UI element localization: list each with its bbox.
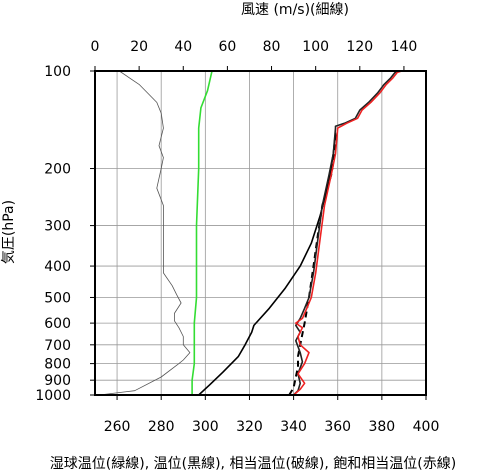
bottom-tick-label: 280 [148,419,175,435]
top-tick-label: 60 [218,39,236,55]
bottom-tick-label: 340 [280,419,307,435]
bottom-tick-label: 400 [413,419,440,435]
series-layer [99,70,407,396]
y-tick-label: 500 [44,290,71,306]
grid-layer [95,70,427,396]
top-tick-label: 120 [346,39,373,55]
series-line-3 [288,132,337,396]
y-tick-label: 600 [44,316,71,332]
y-tick-label: 400 [44,259,71,275]
y-tick-label: 700 [44,338,71,354]
top-tick-label: 20 [130,39,148,55]
plot-frame [94,70,427,396]
bottom-tick-label: 380 [368,419,395,435]
top-tick-label: 140 [391,39,418,55]
y-tick-label: 200 [44,162,71,178]
tick-layer: 260 280 300 320 340 360 380 400 0 20 40 60 80 100 120 1… [35,39,439,435]
series-line-1 [191,70,213,395]
top-tick-label: 0 [91,39,100,55]
y-tick-label: 900 [44,373,71,389]
bottom-tick-label: 360 [324,419,351,435]
y-tick-label: 300 [44,219,71,235]
bottom-axis-title: 湿球温位(緑線), 温位(黒線), 相当温位(破線), 飽和相当温位(赤線) [50,455,456,472]
top-axis-title: 風速 (m/s)(細線) [241,2,349,18]
top-tick-label: 100 [302,39,329,55]
series-line-5 [293,70,407,396]
bottom-tick-label: 260 [104,419,131,435]
series-line-4 [293,70,407,396]
y-tick-label: 100 [44,64,71,80]
top-tick-label: 40 [174,39,192,55]
top-tick-label: 80 [263,39,281,55]
bottom-tick-label: 300 [192,419,219,435]
y-tick-label: 800 [44,357,71,373]
y-tick-label: 1000 [35,388,71,404]
bottom-tick-label: 320 [236,419,263,435]
series-line-0 [99,70,191,396]
y-axis-title: 気圧(hPa) [1,200,17,264]
